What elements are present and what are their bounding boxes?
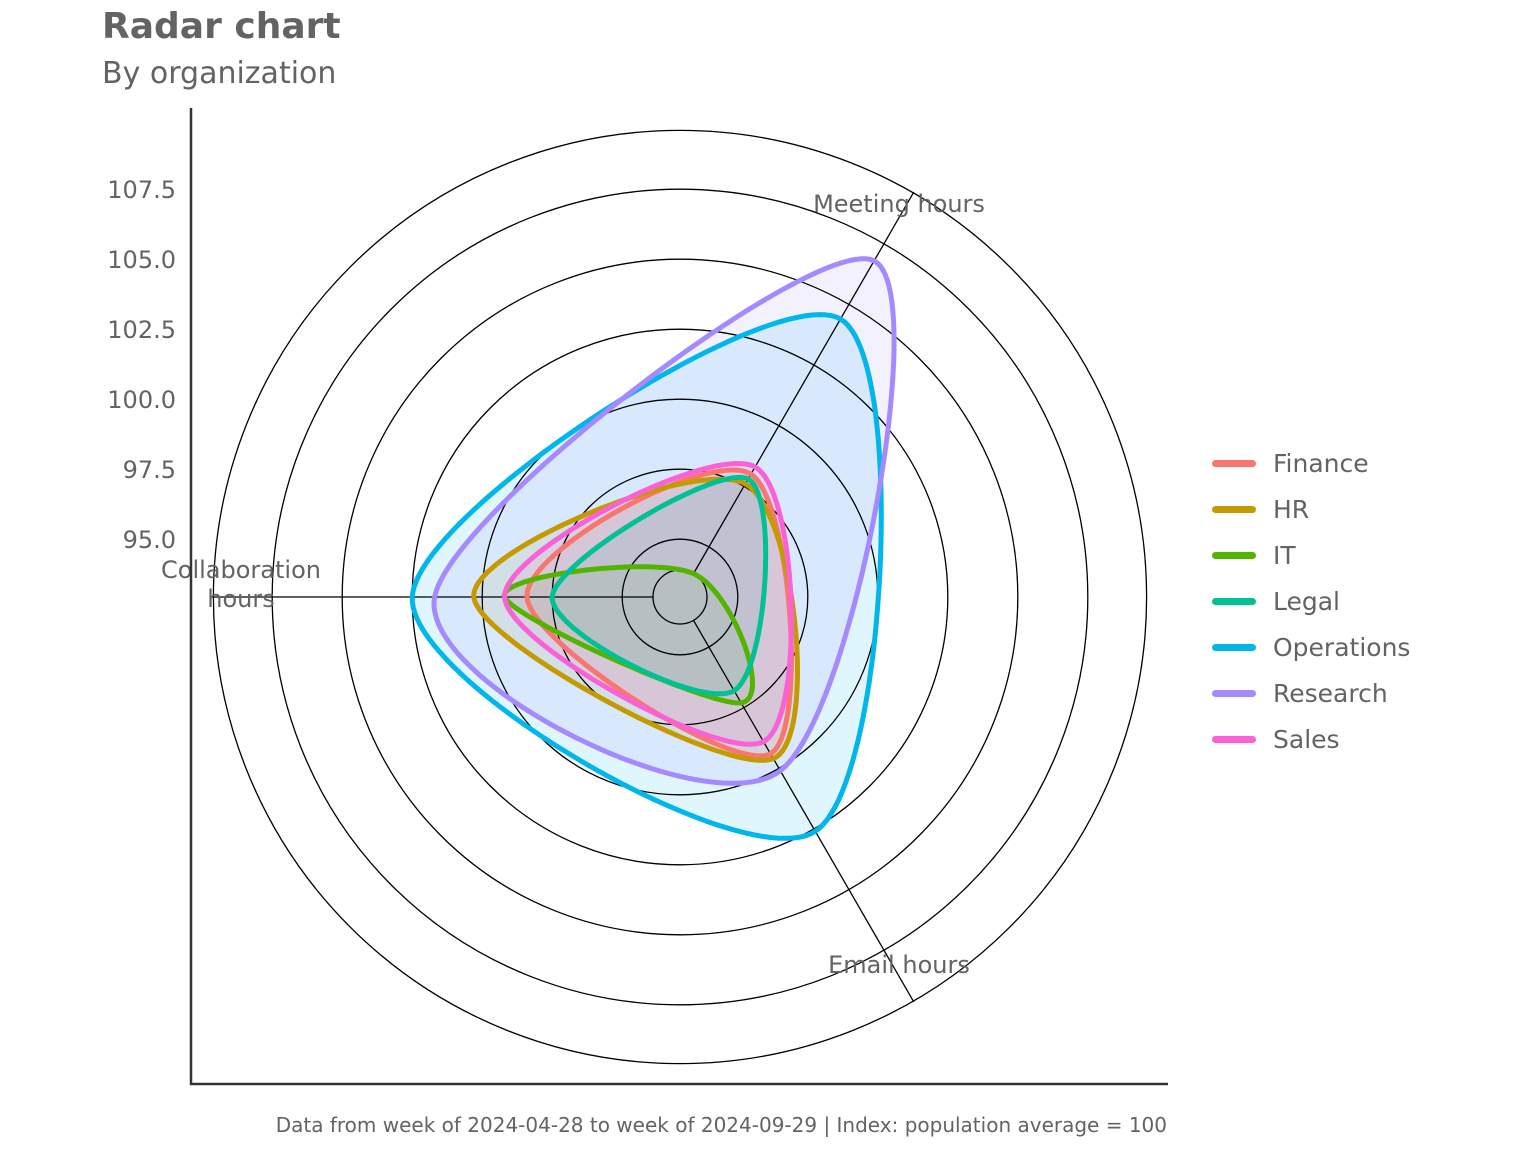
legend-item: Finance — [1212, 440, 1410, 486]
chart-title: Radar chart — [102, 6, 341, 47]
series-line-sales — [502, 461, 794, 747]
legend-swatch — [1212, 551, 1256, 559]
legend-item: Research — [1212, 670, 1410, 716]
series-fill-sales — [504, 463, 792, 745]
legend-label: Sales — [1273, 725, 1340, 755]
legend-swatch — [1212, 459, 1256, 467]
legend-swatch — [1212, 736, 1256, 744]
axis-spoke — [692, 620, 915, 1003]
axis-label: Email hours — [828, 951, 970, 979]
axis-label: Meeting hours — [813, 190, 985, 218]
legend-swatch — [1212, 597, 1256, 605]
series-fill-legal — [552, 477, 766, 694]
legend-label: IT — [1273, 540, 1296, 570]
series-fill-finance — [527, 470, 792, 756]
legend-item: HR — [1212, 486, 1410, 532]
legend-label: Finance — [1273, 448, 1369, 478]
legend-label: Operations — [1273, 632, 1411, 662]
axis-label: Collaboration hours — [161, 556, 321, 613]
chart-subtitle: By organization — [102, 56, 337, 91]
series-line-hr — [471, 476, 800, 763]
legend-label: Legal — [1273, 586, 1341, 616]
legend-swatch — [1212, 643, 1256, 651]
legend-item: IT — [1212, 532, 1410, 578]
radial-tick-label: 97.5 — [123, 456, 176, 484]
legend-item: Legal — [1212, 578, 1410, 624]
radial-tick-label: 100.0 — [107, 386, 176, 414]
series-fill-hr — [473, 479, 798, 761]
radial-tick-label: 105.0 — [107, 246, 176, 274]
series-line-it — [501, 564, 755, 706]
series-fill-it — [504, 566, 753, 703]
radial-tick-label: 95.0 — [123, 526, 176, 554]
series-line-research — [431, 256, 897, 786]
legend: Finance HR IT Legal Operations Research Sales — [1212, 440, 1410, 763]
legend-item: Operations — [1212, 624, 1410, 670]
series-fill-operations — [412, 314, 882, 839]
legend-label: HR — [1273, 494, 1310, 524]
radial-tick-label: 102.5 — [107, 316, 176, 344]
series-line-legal — [549, 474, 769, 697]
legend-swatch — [1212, 505, 1256, 513]
chart-caption: Data from week of 2024-04-28 to week of … — [275, 1113, 1167, 1137]
legend-swatch — [1212, 690, 1256, 698]
legend-label: Research — [1273, 679, 1388, 709]
legend-item: Sales — [1212, 717, 1410, 763]
radial-tick-label: 107.5 — [107, 176, 176, 204]
axis-spoke — [692, 191, 915, 574]
